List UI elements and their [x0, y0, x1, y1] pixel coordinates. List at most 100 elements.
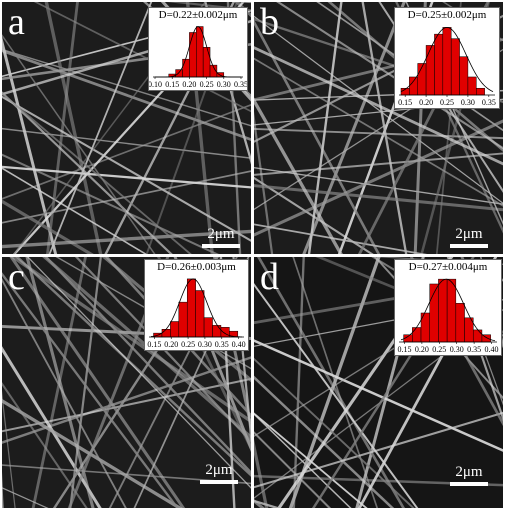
- nanofiber: [69, 257, 102, 508]
- scale-bar-line: [450, 244, 488, 248]
- panel-letter: d: [260, 257, 279, 298]
- normal-fit-curve: [150, 278, 243, 338]
- mean-diameter-label: D=0.25±0.002μm: [407, 9, 487, 21]
- nanofiber: [2, 103, 251, 200]
- x-tick-label: 0.20: [415, 345, 429, 354]
- histogram-bar: [175, 69, 183, 78]
- nanofiber: [276, 2, 503, 150]
- panel-letter: a: [8, 2, 25, 43]
- x-tick-label: 0.30: [198, 340, 212, 349]
- histogram-bar: [220, 327, 230, 338]
- nanofiber: [2, 229, 251, 249]
- scale-bar: 2μm: [200, 462, 238, 484]
- x-tick-label: 0.30: [450, 345, 464, 354]
- histogram-bar: [417, 63, 427, 96]
- x-tick-label: 0.25: [440, 98, 454, 107]
- histogram-bar: [212, 325, 222, 338]
- nanofiber: [254, 413, 352, 508]
- x-tick-label: 0.25: [181, 340, 195, 349]
- histogram-bar: [178, 301, 188, 338]
- nanofiber: [46, 2, 79, 254]
- nanofiber: [2, 95, 251, 242]
- x-tick-label: 0.35: [234, 80, 247, 89]
- x-tick-label: 0.15: [398, 98, 412, 107]
- nanofiber: [2, 48, 251, 127]
- mean-diameter-label: D=0.26±0.003μm: [157, 261, 236, 273]
- nanofiber: [2, 382, 88, 508]
- x-tick-label: 0.30: [461, 98, 475, 107]
- nanofiber: [48, 2, 153, 254]
- histogram-bar: [455, 303, 465, 343]
- diameter-histogram-inset: D=0.25±0.002μm 0.15 0.20 0.25 0.30 0.35: [394, 7, 500, 109]
- histogram-bar: [189, 32, 197, 78]
- histogram-bar: [446, 278, 457, 343]
- histogram-bar: [467, 76, 477, 96]
- nanofiber: [2, 49, 251, 142]
- sem-panel-a: a D=0.22±0.002μm 0.10 0.15 0.20 0.25 0.30 0.3…: [2, 2, 251, 254]
- nanofiber: [44, 257, 251, 475]
- x-tick-label: 0.40: [485, 345, 499, 354]
- panel-letter: b: [260, 2, 279, 43]
- x-tick-label: 0.15: [147, 340, 161, 349]
- histogram-bar: [412, 327, 422, 343]
- nanofiber: [26, 257, 251, 489]
- histogram-bar: [476, 87, 485, 96]
- scale-bar: 2μm: [202, 226, 240, 248]
- histogram-bar: [170, 321, 180, 338]
- x-tick-label: 0.15: [397, 345, 411, 354]
- nanofiber: [254, 339, 503, 452]
- sem-panel-b: b D=0.25±0.002μm 0.15 0.20 0.25 0.30 0.35 2μ…: [254, 2, 503, 254]
- histogram-bar: [196, 26, 204, 78]
- nanofiber: [254, 97, 343, 254]
- x-tick-label: 0.25: [200, 80, 214, 89]
- histogram-bar: [434, 33, 444, 96]
- scale-bar-line: [202, 244, 240, 248]
- nanofiber: [254, 46, 503, 166]
- nanofiber: [254, 166, 503, 205]
- histogram-bar: [182, 58, 190, 78]
- nanofiber: [2, 127, 251, 159]
- histogram-plot: 0.10 0.15 0.20 0.25 0.30 0.35: [149, 26, 247, 89]
- histogram-bar: [425, 45, 435, 96]
- histogram-plot: 0.15 0.20 0.25 0.30 0.35 0.40: [147, 278, 246, 349]
- nanofiber: [2, 167, 148, 254]
- histogram-bar: [442, 27, 452, 96]
- nanofiber: [254, 223, 428, 254]
- scale-bar-label: 2μm: [205, 462, 233, 478]
- histogram-bar: [450, 38, 460, 96]
- x-tick-label: 0.20: [164, 340, 178, 349]
- fiber-image: [2, 257, 251, 508]
- x-tick-label: 0.20: [182, 80, 196, 89]
- x-tick-label: 0.10: [149, 80, 162, 89]
- x-tick-label: 0.25: [432, 345, 446, 354]
- nanofiber: [2, 34, 156, 254]
- nanofiber: [292, 257, 379, 508]
- histogram-plot: 0.15 0.20 0.25 0.30 0.35 0.40: [397, 278, 499, 354]
- nanofiber: [254, 19, 381, 254]
- nanofiber: [292, 257, 305, 508]
- scale-bar-label: 2μm: [207, 226, 235, 242]
- histogram-bar: [202, 47, 211, 78]
- histogram-bar: [195, 290, 205, 338]
- diameter-histogram-inset: D=0.26±0.003μm 0.15 0.20 0.25 0.30 0.35 0.40: [144, 259, 249, 351]
- scale-bar: 2μm: [450, 226, 488, 248]
- nanofiber: [254, 438, 269, 508]
- x-tick-label: 0.35: [482, 98, 496, 107]
- nanofiber: [2, 92, 192, 254]
- x-tick-label: 0.30: [217, 80, 231, 89]
- scale-bar-line: [200, 480, 238, 484]
- x-tick-label: 0.15: [165, 80, 179, 89]
- nanofiber: [44, 2, 103, 254]
- histogram-bar: [459, 56, 469, 96]
- nanofiber: [254, 499, 266, 508]
- x-tick-label: 0.20: [419, 98, 433, 107]
- nanofiber: [254, 282, 419, 508]
- nanofiber: [2, 487, 49, 508]
- nanofiber: [254, 57, 503, 207]
- x-tick-label: 0.35: [215, 340, 229, 349]
- nanofiber: [254, 411, 503, 489]
- diameter-histogram-inset: D=0.27±0.004μm 0.15 0.20 0.25 0.30 0.35 0.40: [394, 259, 502, 356]
- x-tick-label: 0.35: [467, 345, 481, 354]
- histogram-bar: [186, 278, 196, 338]
- mean-diameter-label: D=0.22±0.002μm: [158, 9, 238, 21]
